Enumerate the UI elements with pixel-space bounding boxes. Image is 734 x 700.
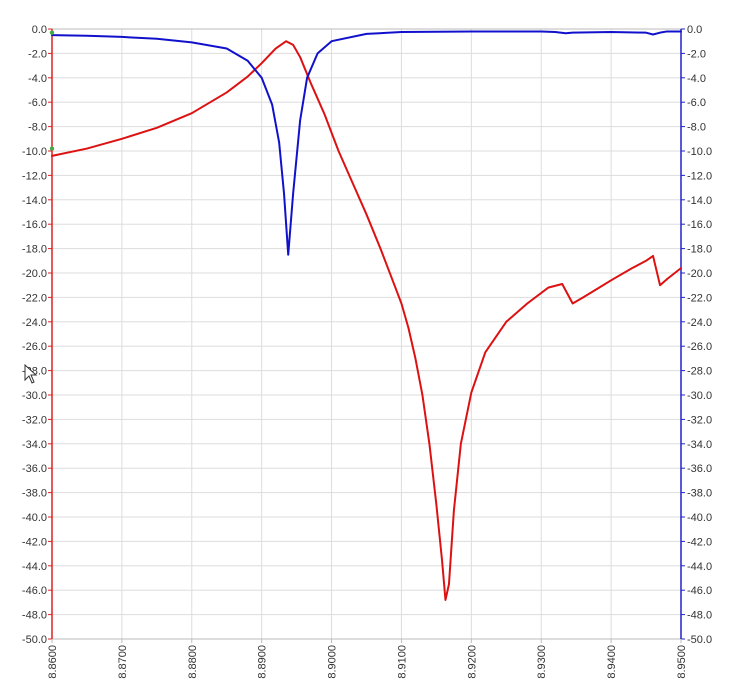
left-y-axis: 0.0 -2.0 -4.0 -6.0 -8.0 -10.0 -12.0 -14.0 -16.0 -… [22,24,52,646]
y-left-tick-label: -4.0 [28,73,47,85]
y-left-tick-label: -34.0 [22,439,47,451]
right-y-axis: 0.0 -2.0 -4.0 -6.0 -8.0 -10.0 -12.0 -14.0 -16.0 -… [681,24,712,646]
y-right-tick-label: -40.0 [687,512,712,524]
y-right-tick-label: -18.0 [687,244,712,256]
y-right-tick-label: -8.0 [687,122,706,134]
y-left-tick-label: -46.0 [22,585,47,597]
y-right-tick-label: -14.0 [687,195,712,207]
y-left-tick-label: -30.0 [22,390,47,402]
y-right-tick-label: -46.0 [687,585,712,597]
y-left-tick-label: -6.0 [28,97,47,109]
y-right-tick-label: -22.0 [687,292,712,304]
y-right-tick-label: -34.0 [687,439,712,451]
axis-marker [49,146,55,151]
y-right-tick-label: -24.0 [687,317,712,329]
y-left-tick-label: -38.0 [22,488,47,500]
y-left-tick-label: -36.0 [22,463,47,475]
y-right-tick-label: -2.0 [687,48,706,60]
y-right-tick-label: 0.0 [687,24,702,36]
x-tick-label: 8.9500 [676,645,688,679]
x-tick-label: 8.8700 [117,645,129,679]
x-tick-label: 8.9200 [466,645,478,679]
y-right-tick-label: -28.0 [687,366,712,378]
y-left-tick-label: -44.0 [22,561,47,573]
y-right-tick-label: -32.0 [687,414,712,426]
y-right-tick-label: -6.0 [687,97,706,109]
series-layer [49,30,682,601]
y-right-tick-label: -4.0 [687,73,706,85]
x-tick-label: 8.9000 [327,645,339,679]
y-right-tick-label: -20.0 [687,268,712,280]
y-left-tick-label: -2.0 [28,48,47,60]
x-tick-label: 8.8800 [187,645,199,679]
y-right-tick-label: -30.0 [687,390,712,402]
y-right-tick-label: -16.0 [687,219,712,231]
mouse-cursor-icon [24,364,38,384]
y-right-tick-label: -42.0 [687,536,712,548]
y-left-tick-label: -12.0 [22,170,47,182]
y-left-tick-label: -40.0 [22,512,47,524]
y-left-tick-label: -48.0 [22,610,47,622]
y-right-tick-label: -26.0 [687,341,712,353]
y-right-tick-label: -38.0 [687,488,712,500]
grid [51,28,682,640]
y-left-tick-label: -20.0 [22,268,47,280]
y-left-tick-label: -22.0 [22,292,47,304]
plot-frame [51,28,682,640]
y-left-tick-label: -26.0 [22,341,47,353]
y-left-tick-label: -42.0 [22,536,47,548]
x-tick-label: 8.8900 [257,645,269,679]
y-right-tick-label: -44.0 [687,561,712,573]
x-tick-label: 8.9100 [396,645,408,679]
y-left-tick-label: -24.0 [22,317,47,329]
axis-marker [49,30,55,35]
series-line-red [51,40,682,601]
y-left-tick-label: -8.0 [28,122,47,134]
y-right-tick-label: -50.0 [687,634,712,646]
x-tick-label: 8.9400 [606,645,618,679]
y-left-tick-label: -18.0 [22,244,47,256]
x-tick-label: 8.9300 [536,645,548,679]
y-left-tick-label: -32.0 [22,414,47,426]
y-right-tick-label: -48.0 [687,610,712,622]
x-tick-label: 8.8600 [47,645,59,679]
y-left-tick-label: -14.0 [22,195,47,207]
y-left-tick-label: -10.0 [22,146,47,158]
y-right-tick-label: -36.0 [687,463,712,475]
series-line-blue [51,30,682,256]
y-left-tick-label: -50.0 [22,634,47,646]
y-left-tick-label: 0.0 [32,24,47,36]
x-axis: 8.8600 8.8700 8.8800 8.8900 8.9000 8.9100 8.92… [47,639,688,679]
y-right-tick-label: -10.0 [687,146,712,158]
y-right-tick-label: -12.0 [687,170,712,182]
y-left-tick-label: -16.0 [22,219,47,231]
